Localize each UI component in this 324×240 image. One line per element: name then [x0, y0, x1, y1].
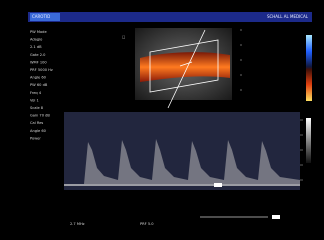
parameter: Gain 70 dB: [30, 114, 50, 118]
parameter: Adagio: [30, 38, 42, 42]
parameter: Freq 4: [30, 91, 42, 95]
parameter: PW Mode: [30, 30, 47, 34]
page: {"header": {"title": "CAROTID", "right":…: [0, 0, 324, 240]
header-title: CAROTID: [32, 14, 50, 19]
baseline-marker: [214, 183, 222, 187]
ultrasound-screen: CAROTID SCHALL AL MEDICAL □ 2.7 MHz PRF …: [0, 0, 324, 240]
parameter: WMF 100: [30, 60, 47, 64]
depth-scale: [240, 30, 242, 90]
parameter: Cal Res: [30, 121, 43, 125]
parameter: Gate 2.0: [30, 53, 46, 57]
parameter: Angle 60: [30, 129, 47, 133]
slider-thumb: [272, 215, 280, 219]
parameter: Vol 1: [30, 98, 39, 102]
parameter: Angle 60: [30, 76, 47, 80]
parameter: Scale 8: [30, 106, 44, 110]
parameter-list: PW Mode Adagio 2.1 dB Gate 2.0 WMF 100 PRF 50…: [30, 30, 53, 140]
parameter: Power: [30, 136, 41, 140]
image-marker: □: [122, 35, 125, 39]
parameter: 2.1 dB: [30, 45, 42, 49]
footer-left: 2.7 MHz: [70, 222, 85, 226]
header-right: SCHALL AL MEDICAL: [267, 14, 309, 19]
parameter: PRF 5000 Hz: [30, 68, 53, 72]
velocity-scale: [300, 120, 303, 180]
parameter: PW 60 dB: [30, 83, 48, 87]
footer-middle: PRF 5.0: [140, 222, 154, 226]
gray-bar: [306, 118, 311, 163]
color-bar: [306, 35, 312, 101]
